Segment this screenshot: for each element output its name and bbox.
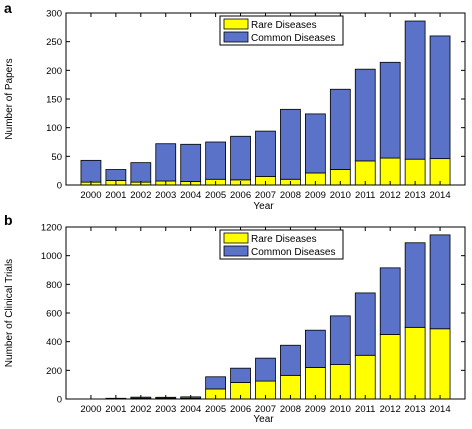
y-tick-label: 0: [57, 395, 62, 406]
bar-common-2000: [81, 160, 101, 182]
x-axis-label: Year: [253, 414, 274, 424]
legend-label-common: Common Diseases: [251, 247, 335, 258]
bar-common-2008: [280, 109, 300, 179]
x-axis-label: Year: [253, 201, 274, 212]
bar-common-2013: [405, 21, 425, 159]
y-axis-label: Number of Clinical Trials: [4, 259, 15, 367]
x-tick-label: 2006: [230, 190, 251, 201]
x-tick-label: 2009: [305, 404, 326, 415]
x-tick-label: 2013: [405, 190, 426, 201]
x-tick-label: 2003: [155, 190, 176, 201]
x-tick-label: 2007: [255, 190, 276, 201]
bar-rare-2012: [380, 335, 400, 400]
legend-label-rare: Rare Diseases: [251, 234, 317, 245]
bar-common-2001: [106, 170, 126, 181]
x-tick-label: 2013: [405, 404, 426, 415]
y-tick-label: 50: [51, 152, 62, 163]
x-tick-label: 2001: [105, 190, 126, 201]
bar-common-2006: [231, 368, 251, 382]
bar-rare-2012: [380, 158, 400, 185]
bar-common-2011: [355, 69, 375, 161]
y-tick-label: 250: [46, 37, 62, 48]
x-tick-label: 2012: [380, 190, 401, 201]
panel-letter: b: [4, 212, 13, 228]
y-tick-label: 100: [46, 123, 62, 134]
bar-common-2009: [305, 114, 325, 173]
panel-a: a 0 50 100 150 200 250 300 2000 2001 2002 2003 2004 2…: [4, 0, 465, 212]
bar-common-2005: [206, 142, 226, 179]
y-tick-label: 800: [46, 280, 62, 291]
x-tick-label: 2002: [130, 404, 151, 415]
x-tick-label: 2010: [330, 404, 351, 415]
bar-rare-2011: [355, 355, 375, 399]
y-tick-label: 150: [46, 95, 62, 106]
x-tick-label: 2000: [80, 404, 101, 415]
x-tick-label: 2011: [355, 404, 375, 415]
x-tick-label: 2004: [180, 190, 201, 201]
bar-common-2012: [380, 268, 400, 335]
x-tick-label: 2006: [230, 404, 251, 415]
bar-common-2014: [430, 36, 450, 159]
y-tick-label: 0: [57, 181, 62, 192]
y-tick-label: 300: [46, 9, 62, 20]
bar-common-2006: [231, 136, 251, 180]
legend: Rare Diseases Common Diseases: [220, 16, 343, 45]
y-tick-label: 400: [46, 337, 62, 348]
x-tick-label: 2014: [429, 404, 450, 415]
legend: Rare Diseases Common Diseases: [220, 230, 343, 259]
y-axis-label: Number of Papers: [4, 58, 15, 139]
legend-swatch-common: [224, 246, 248, 256]
bar-common-2011: [355, 293, 375, 355]
bar-common-2013: [405, 243, 425, 328]
x-tick-label: 2005: [205, 190, 226, 201]
x-tick-label: 2000: [80, 190, 101, 201]
bar-rare-2009: [305, 367, 325, 399]
bar-common-2012: [380, 62, 400, 158]
bar-common-2007: [256, 358, 276, 381]
x-tick-label: 2003: [155, 404, 176, 415]
x-tick-label: 2004: [180, 404, 201, 415]
bar-common-2010: [330, 316, 350, 365]
y-tick-label: 200: [46, 366, 62, 377]
bar-common-2010: [330, 89, 350, 169]
x-tick-label: 2005: [205, 404, 226, 415]
legend-label-rare: Rare Diseases: [251, 20, 317, 31]
legend-swatch-rare: [224, 233, 248, 243]
x-tick-label: 2012: [380, 404, 401, 415]
bar-common-2005: [206, 377, 226, 389]
bar-common-2014: [430, 235, 450, 329]
panel-b: b 0 200 400 600 800 1000 1200 2000 2001 2002 2003 20…: [4, 212, 465, 424]
y-tick-label: 1000: [41, 251, 62, 262]
bar-common-2008: [280, 345, 300, 375]
x-tick-label: 2008: [280, 190, 301, 201]
bar-common-2007: [256, 131, 276, 176]
x-tick-label: 2002: [130, 190, 151, 201]
bar-common-2003: [156, 144, 176, 181]
x-tick-label: 2009: [305, 190, 326, 201]
panel-letter: a: [4, 0, 12, 16]
bar-common-2002: [131, 163, 151, 182]
y-tick-label: 600: [46, 309, 62, 320]
y-tick-label: 200: [46, 66, 62, 77]
bar-rare-2010: [330, 365, 350, 399]
bar-rare-2014: [430, 329, 450, 399]
bar-rare-2013: [405, 327, 425, 399]
bar-common-2004: [181, 144, 201, 181]
x-tick-label: 2010: [330, 190, 351, 201]
x-tick-label: 2001: [105, 404, 126, 415]
legend-swatch-rare: [224, 19, 248, 29]
legend-swatch-common: [224, 32, 248, 42]
x-tick-label: 2011: [355, 190, 375, 201]
legend-label-common: Common Diseases: [251, 33, 335, 44]
x-tick-label: 2014: [429, 190, 450, 201]
y-tick-label: 1200: [41, 223, 62, 234]
x-tick-label: 2008: [280, 404, 301, 415]
bar-common-2009: [305, 330, 325, 367]
